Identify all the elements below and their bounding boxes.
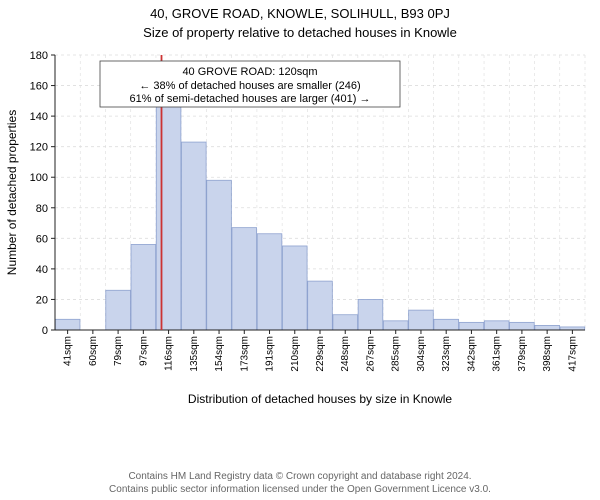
svg-text:60: 60 (36, 233, 48, 245)
svg-text:160: 160 (30, 81, 48, 93)
svg-text:Distribution of detached house: Distribution of detached houses by size … (188, 392, 452, 406)
footer-attribution: Contains HM Land Registry data © Crown c… (0, 470, 600, 496)
svg-text:154sqm: 154sqm (214, 336, 225, 372)
svg-text:40 GROVE ROAD: 120sqm: 40 GROVE ROAD: 120sqm (182, 66, 317, 78)
svg-text:173sqm: 173sqm (239, 336, 250, 372)
svg-text:97sqm: 97sqm (138, 336, 149, 366)
svg-text:210sqm: 210sqm (290, 336, 301, 372)
svg-text:191sqm: 191sqm (265, 336, 276, 372)
footer-line-2: Contains public sector information licen… (0, 483, 600, 496)
svg-text:180: 180 (30, 50, 48, 62)
svg-text:229sqm: 229sqm (315, 336, 326, 372)
title-main: 40, GROVE ROAD, KNOWLE, SOLIHULL, B93 0P… (0, 0, 600, 21)
svg-text:116sqm: 116sqm (164, 336, 175, 371)
svg-text:0: 0 (42, 325, 48, 337)
histogram-chart: 0 20 40 60 80 100 120 140 160 180 41sqm 60sqm 79sqm 9… (0, 45, 600, 425)
svg-text:342sqm: 342sqm (466, 336, 477, 372)
svg-text:285sqm: 285sqm (391, 336, 402, 372)
svg-text:100: 100 (30, 172, 48, 184)
svg-text:61% of semi-detached houses ar: 61% of semi-detached houses are larger (… (130, 93, 371, 105)
svg-text:140: 140 (30, 111, 48, 123)
svg-text:267sqm: 267sqm (365, 336, 376, 372)
svg-text:20: 20 (36, 294, 48, 306)
svg-text:379sqm: 379sqm (517, 336, 528, 372)
svg-text:361sqm: 361sqm (492, 336, 503, 372)
svg-text:248sqm: 248sqm (340, 336, 351, 372)
svg-text:120: 120 (30, 142, 48, 154)
svg-text:Number of detached properties: Number of detached properties (5, 110, 19, 275)
svg-text:323sqm: 323sqm (441, 336, 452, 372)
svg-text:304sqm: 304sqm (416, 336, 427, 372)
svg-text:80: 80 (36, 203, 48, 215)
svg-text:← 38% of detached houses are s: ← 38% of detached houses are smaller (24… (139, 80, 360, 92)
svg-text:135sqm: 135sqm (189, 336, 200, 372)
svg-text:79sqm: 79sqm (113, 336, 124, 366)
title-sub: Size of property relative to detached ho… (0, 21, 600, 40)
svg-text:417sqm: 417sqm (567, 336, 578, 372)
footer-line-1: Contains HM Land Registry data © Crown c… (0, 470, 600, 483)
svg-text:41sqm: 41sqm (63, 336, 74, 366)
svg-text:60sqm: 60sqm (88, 336, 99, 366)
svg-text:398sqm: 398sqm (542, 336, 553, 372)
svg-text:40: 40 (36, 264, 48, 276)
